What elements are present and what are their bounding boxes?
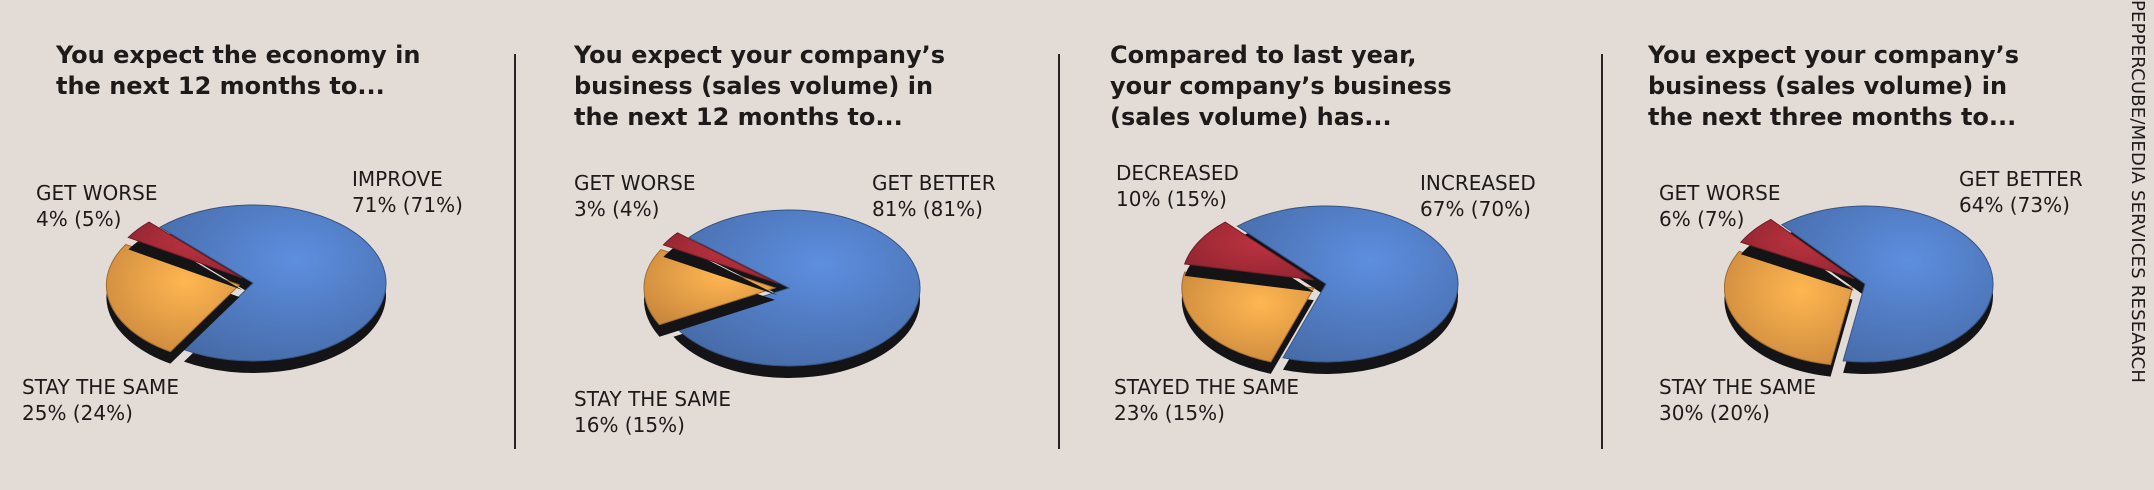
slice-label-get-worse: GET WORSE 6% (7%) <box>1659 181 1781 231</box>
pie-slice-get-worse <box>127 221 243 290</box>
pie-slice-face <box>1740 218 1855 280</box>
pie-slice-face <box>672 209 921 367</box>
pie-slice-face <box>1181 271 1315 363</box>
pie-chart-4 <box>1723 205 1994 377</box>
chart-title: You expect your company’s business (sale… <box>1648 41 2020 131</box>
pie-chart-1 <box>105 204 387 373</box>
pie-slice-face <box>643 248 777 326</box>
pie-slice-edge <box>663 244 778 296</box>
slice-label-stay-the-same: STAY THE SAME 30% (20%) <box>1659 375 1816 425</box>
panel-divider <box>514 54 516 449</box>
pie-slice-increased <box>1236 205 1459 374</box>
pie-slice-improve <box>159 204 387 373</box>
pie-slice-face <box>662 232 778 284</box>
pie-slice-get-better <box>672 209 921 378</box>
pie-slice-face <box>1780 205 1994 363</box>
pie-slice-get-worse <box>1740 218 1855 291</box>
pie-chart-3 <box>1181 205 1459 374</box>
credit-line: PEPPERCUBE/MEDIA SERVICES RESEARCH <box>2127 0 2148 384</box>
chart-panel-1: You expect the economy in the next 12 mo… <box>0 0 515 490</box>
slice-label-get-worse: GET WORSE 3% (4%) <box>574 171 696 221</box>
slice-label-get-better: GET BETTER 64% (73%) <box>1959 167 2083 217</box>
pie-slice-face <box>159 204 387 362</box>
pie-slice-stay-the-same <box>643 248 777 337</box>
chart-panel-2: You expect your company’s business (sale… <box>516 0 1059 490</box>
panel-divider <box>1601 54 1603 449</box>
pie-slice-face <box>105 243 241 353</box>
chart-title: You expect the economy in the next 12 mo… <box>56 41 421 100</box>
chart-title: Compared to last year, your company’s bu… <box>1110 41 1452 131</box>
slice-label-stay-the-same: STAY THE SAME 16% (15%) <box>574 387 731 437</box>
slice-label-increased: INCREASED 67% (70%) <box>1420 171 1536 221</box>
slice-label-stay-the-same: STAY THE SAME 25% (24%) <box>22 375 179 425</box>
slice-label-get-better: GET BETTER 81% (81%) <box>872 171 996 221</box>
slice-label-get-worse: GET WORSE 4% (5%) <box>36 181 158 231</box>
chart-panel-4: You expect your company’s business (sale… <box>1603 0 2121 490</box>
pie-slice-decreased <box>1183 221 1315 292</box>
slice-label-improve: IMPROVE 71% (71%) <box>352 167 463 217</box>
pie-slice-face <box>1183 221 1315 281</box>
pie-slice-get-worse <box>662 232 778 296</box>
chart-title: You expect your company’s business (sale… <box>574 41 946 131</box>
slice-label-decreased: DECREASED 10% (15%) <box>1116 161 1239 211</box>
pie-slice-face <box>127 221 243 279</box>
pie-slice-face <box>1236 205 1459 363</box>
pie-chart-2 <box>643 209 921 378</box>
panel-divider <box>1058 54 1060 449</box>
slice-label-stayed-the-same: STAYED THE SAME 23% (15%) <box>1114 375 1299 425</box>
pie-slice-stay-the-same <box>105 243 241 364</box>
chart-panel-3: Compared to last year, your company’s bu… <box>1060 0 1602 490</box>
pie-slice-get-better <box>1780 205 1994 375</box>
pie-slice-stayed-the-same <box>1181 271 1315 374</box>
